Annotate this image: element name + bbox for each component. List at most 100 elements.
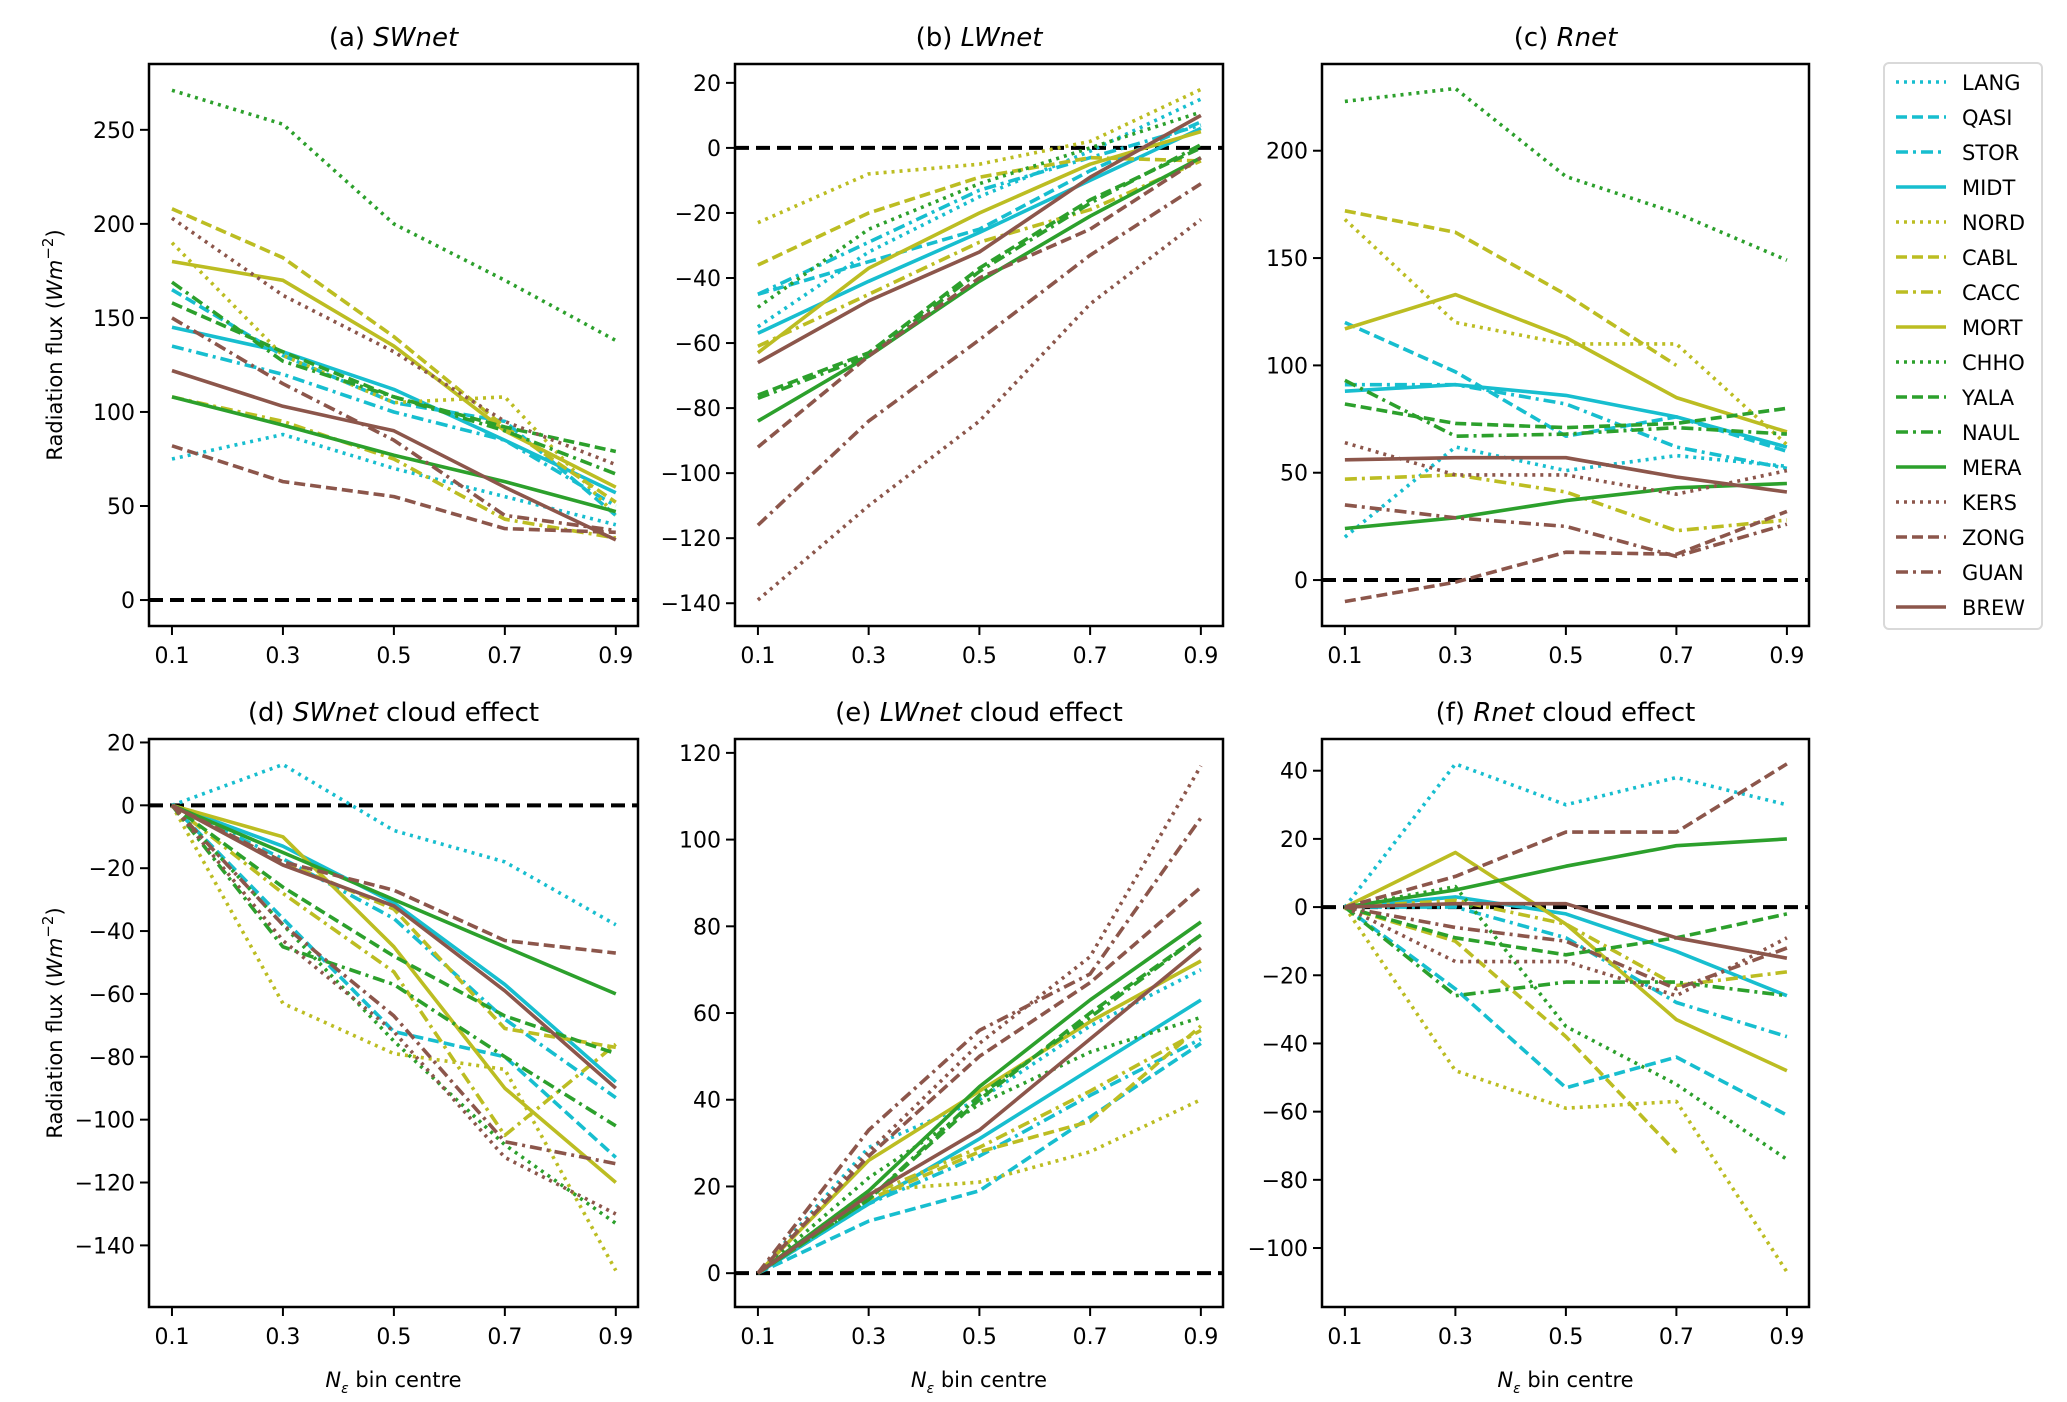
panel-title-b: (b) LWnet — [916, 23, 1044, 53]
y-tick-label: 0 — [707, 137, 721, 162]
series-line-brew — [1344, 901, 1788, 960]
series-line-cacc — [756, 1028, 1202, 1275]
y-tick-label: −80 — [1262, 1169, 1308, 1194]
series-line-brew — [171, 803, 617, 1090]
y-tick-label: −40 — [89, 920, 135, 945]
series-line-stor — [171, 803, 617, 1100]
y-tick-label: −60 — [1262, 1101, 1308, 1126]
x-axis-label-subscript: ε — [1513, 1381, 1521, 1397]
y-tick-label: 20 — [107, 731, 135, 756]
y-tick-label: 100 — [93, 401, 135, 426]
series-line-cabl — [1344, 209, 1678, 367]
legend-label: MIDT — [1962, 176, 2015, 200]
series-line-stor — [756, 1037, 1202, 1275]
series-line-stor — [1344, 905, 1788, 1039]
x-tick-label: 0.1 — [740, 1325, 775, 1350]
series-line-naul — [1344, 378, 1788, 438]
x-tick-label: 0.7 — [487, 644, 522, 669]
x-axis-label-symbol: N — [325, 1368, 341, 1392]
series-line-mort — [1344, 292, 1788, 434]
x-tick-label: 0.9 — [598, 1325, 633, 1350]
series-line-cacc — [171, 395, 617, 540]
series-line-zong — [171, 803, 617, 955]
legend-item-mera: MERA — [1896, 456, 2022, 480]
panel-title-variable: SWnet — [293, 698, 379, 728]
series-line-cabl — [757, 155, 1201, 267]
y-tick-label: −40 — [675, 267, 721, 292]
panel-title-prefix: (e) — [835, 698, 880, 728]
series-line-yala — [757, 146, 1202, 397]
y-tick-label: 150 — [1266, 247, 1308, 272]
y-axis-label-unit: Wm — [43, 938, 67, 979]
x-tick-label: 0.9 — [1769, 644, 1804, 669]
series-group-a — [149, 88, 638, 603]
series-line-mort — [756, 959, 1202, 1275]
series-line-naul — [170, 804, 617, 1128]
panel-title-c: (c) Rnet — [1514, 23, 1618, 53]
x-axis-label-symbol: N — [911, 1368, 927, 1392]
series-line-nord — [1343, 218, 1789, 447]
legend-item-naul: NAUL — [1896, 421, 2019, 445]
series-line-kers — [1344, 905, 1788, 998]
x-axis-label: Nε bin centre — [325, 1368, 461, 1397]
series-line-mera — [756, 156, 1202, 423]
series-line-naul — [1343, 905, 1788, 998]
series-line-mort — [1344, 850, 1788, 1073]
x-tick-label: 0.3 — [851, 644, 886, 669]
series-line-mera — [756, 920, 1202, 1275]
legend-label: LANG — [1962, 71, 2021, 95]
series-line-brew — [171, 368, 617, 542]
legend-label: CABL — [1962, 246, 2017, 270]
legend-label: STOR — [1962, 141, 2019, 165]
series-line-stor — [171, 344, 617, 508]
y-tick-label: −120 — [75, 1172, 135, 1197]
series-line-midt — [1344, 895, 1788, 998]
panel-b: (b) LWnet 0.1 0.3 0.5 0.7 0.9 −140 −120 −100 −80 −… — [661, 23, 1225, 669]
x-tick-label: 0.5 — [376, 1325, 411, 1350]
y-axis-label-text: Radiation flux ( — [43, 979, 67, 1139]
x-tick-label: 0.9 — [1769, 1325, 1804, 1350]
y-tick-label: −120 — [661, 527, 721, 552]
legend-item-guan: GUAN — [1896, 561, 2024, 585]
x-axis-label: Nε bin centre — [911, 1368, 1047, 1397]
y-tick-label: −100 — [1248, 1237, 1308, 1262]
series-line-brew — [756, 946, 1203, 1275]
y-tick-label: −100 — [661, 462, 721, 487]
panel-title-variable: Rnet — [1473, 698, 1535, 728]
series-line-lang — [756, 97, 1202, 329]
y-axis-label: Radiation flux (Wm−2) — [39, 907, 67, 1138]
series-line-stor — [1344, 382, 1788, 471]
y-tick-label: 80 — [693, 915, 721, 940]
y-tick-label: 0 — [1294, 896, 1308, 921]
y-tick-label: −20 — [89, 857, 135, 882]
x-tick-label: 0.1 — [740, 644, 775, 669]
x-tick-label: 0.1 — [1327, 644, 1362, 669]
series-group-f — [1322, 762, 1809, 1273]
x-tick-label: 0.7 — [1659, 644, 1694, 669]
series-line-midt — [1344, 382, 1788, 449]
series-line-naul — [757, 143, 1202, 400]
legend-label: MORT — [1962, 316, 2023, 340]
panel-title-prefix: (a) — [329, 23, 373, 53]
y-tick-label: −40 — [1262, 1032, 1308, 1057]
y-axis-label-exponent: −2 — [39, 916, 57, 938]
x-axis-label-text: bin centre — [349, 1368, 462, 1392]
panel-d: (d) SWnet cloud effect 0.1 0.3 0.5 0.7 0.9 −14… — [39, 698, 640, 1397]
series-line-qasi — [1343, 905, 1788, 1117]
x-tick-label: 0.5 — [376, 644, 411, 669]
series-line-mera — [171, 803, 617, 996]
y-tick-label: −60 — [675, 332, 721, 357]
y-tick-label: 50 — [1280, 462, 1308, 487]
x-tick-label: 0.3 — [1438, 644, 1473, 669]
series-line-mera — [1344, 837, 1788, 909]
y-tick-label: 100 — [679, 829, 721, 854]
x-tick-label: 0.7 — [1659, 1325, 1694, 1350]
x-tick-label: 0.9 — [1183, 644, 1218, 669]
series-line-chho — [756, 1015, 1202, 1275]
panel-title-prefix: (c) — [1514, 23, 1557, 53]
x-tick-label: 0.1 — [154, 644, 189, 669]
panel-a: (a) SWnet 0.1 0.3 0.5 0.7 0.9 0 50 100 150 200 250 R… — [39, 23, 640, 669]
series-line-cabl — [171, 207, 617, 504]
